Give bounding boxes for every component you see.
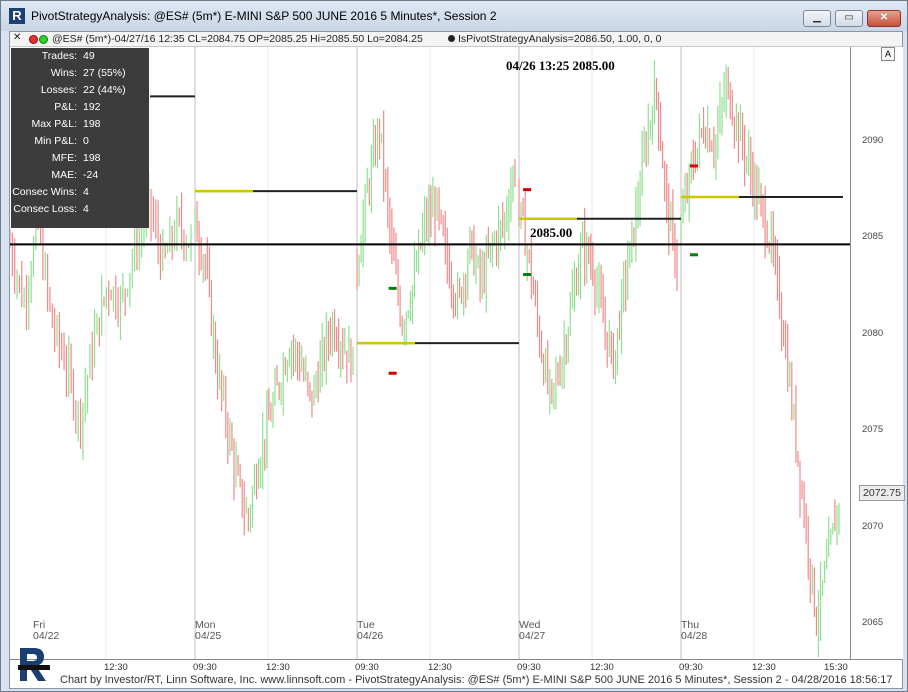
stat-label: Trades:	[41, 50, 77, 62]
footer-text: Chart by Investor/RT, Linn Software, Inc…	[60, 674, 893, 686]
minimize-button[interactable]: ▁	[803, 10, 831, 27]
stat-value: 4	[83, 203, 89, 215]
time-axis[interactable]: 12:30 09:30 12:30 09:30 12:30 09:30 12:3…	[10, 659, 902, 674]
stat-label: Consec Wins:	[12, 186, 77, 198]
sell-marker	[689, 164, 698, 168]
day-label-fri: Fri 04/22	[33, 620, 59, 642]
sell-marker	[388, 371, 397, 375]
buy-marker	[689, 253, 698, 257]
stat-value: 198	[83, 118, 101, 130]
day-name: Mon	[195, 619, 216, 631]
price-tick: 2075	[862, 424, 884, 435]
close-button[interactable]: ✕	[867, 10, 901, 27]
stat-label: Wins:	[50, 67, 77, 79]
chart-footer: Chart by Investor/RT, Linn Software, Inc…	[10, 673, 902, 688]
day-date: 04/27	[519, 630, 546, 642]
stat-label: P&L:	[54, 101, 77, 113]
stat-label: MFE:	[51, 152, 77, 164]
stat-row: Wins: 27 (55%)	[11, 65, 149, 82]
time-tick: 12:30	[266, 662, 290, 673]
current-price-label: 2072.75	[859, 485, 905, 501]
stat-row: Consec Loss: 4	[11, 201, 149, 218]
day-label-tue: Tue 04/26	[357, 620, 383, 642]
auto-scale-button[interactable]: A	[881, 47, 895, 61]
price-tick: 2080	[862, 328, 884, 339]
title-bar[interactable]: R PivotStrategyAnalysis: @ES# (5m*) E-MI…	[1, 1, 907, 31]
infobar-close-icon[interactable]: ✕	[13, 32, 22, 43]
day-name: Thu	[681, 619, 700, 631]
strategy-stats-panel: Trades: 49 Wins: 27 (55%) Losses: 22 (44%) P&L…	[11, 48, 149, 228]
time-tick: 09:30	[355, 662, 379, 673]
stat-label: Consec Loss:	[13, 203, 77, 215]
day-label-thu: Thu 04/28	[681, 620, 707, 642]
price-tick: 2065	[862, 617, 884, 628]
time-tick: 12:30	[590, 662, 614, 673]
day-date: 04/28	[681, 630, 708, 642]
indicator-text: IsPivotStrategyAnalysis=2086.50, 1.00, 0…	[458, 33, 662, 45]
time-tick: 15:30	[824, 662, 848, 673]
time-tick: 09:30	[679, 662, 703, 673]
time-tick: 12:30	[752, 662, 776, 673]
stat-row: P&L: 192	[11, 99, 149, 116]
stat-label: Min P&L:	[34, 135, 77, 147]
time-tick: 09:30	[193, 662, 217, 673]
stat-row: Losses: 22 (44%)	[11, 82, 149, 99]
crosshair-readout: 04/26 13:25 2085.00	[506, 58, 615, 73]
time-tick: 09:30	[517, 662, 541, 673]
stat-value: 0	[83, 135, 89, 147]
stat-value: 198	[83, 152, 101, 164]
stat-row: Consec Wins: 4	[11, 184, 149, 201]
stat-row: MAE: -24	[11, 167, 149, 184]
app-logo-icon: R	[9, 8, 25, 24]
day-date: 04/26	[357, 630, 384, 642]
price-chart[interactable]	[10, 47, 850, 659]
horizontal-line-label: 2085.00	[530, 225, 573, 240]
day-label-mon: Mon 04/25	[195, 620, 221, 642]
time-tick: 12:30	[104, 662, 128, 673]
window-title: PivotStrategyAnalysis: @ES# (5m*) E-MINI…	[31, 9, 497, 23]
price-tick: 2085	[862, 231, 884, 242]
stat-value: 192	[83, 101, 101, 113]
day-name: Tue	[357, 619, 375, 631]
price-tick: 2090	[862, 135, 884, 146]
stat-row: Max P&L: 198	[11, 116, 149, 133]
investor-rt-logo	[18, 648, 50, 681]
stat-value: 4	[83, 186, 89, 198]
day-date: 04/25	[195, 630, 222, 642]
time-tick: 12:30	[428, 662, 452, 673]
buy-marker	[523, 273, 532, 277]
stat-label: Max P&L:	[31, 118, 77, 130]
sell-marker	[523, 188, 532, 192]
price-axis[interactable]: A 2090 2085 2080 2075 2070 2065 2072.75	[850, 47, 905, 659]
chart-info-bar: ✕ @ES# (5m*)-04/27/16 12:35 CL=2084.75 O…	[10, 32, 902, 47]
day-name: Wed	[519, 619, 541, 631]
day-label-wed: Wed 04/27	[519, 620, 545, 642]
stat-label: MAE:	[51, 169, 77, 181]
day-name: Fri	[33, 619, 46, 631]
buy-marker	[388, 286, 397, 290]
stat-row: MFE: 198	[11, 150, 149, 167]
quote-text: @ES# (5m*)-04/27/16 12:35 CL=2084.75 OP=…	[52, 33, 423, 45]
stat-value: 27 (55%)	[83, 67, 126, 79]
price-tick: 2070	[862, 521, 884, 532]
chart-panel[interactable]: ✕ @ES# (5m*)-04/27/16 12:35 CL=2084.75 O…	[9, 31, 905, 689]
stat-row: Trades: 49	[11, 48, 149, 65]
maximize-button[interactable]: ▭	[835, 10, 863, 27]
stat-label: Losses:	[40, 84, 77, 96]
stat-value: 22 (44%)	[83, 84, 126, 96]
green-status-icon	[39, 35, 48, 44]
stat-value: -24	[83, 169, 99, 181]
stat-row: Min P&L: 0	[11, 133, 149, 150]
red-status-icon	[29, 35, 38, 44]
day-date: 04/22	[33, 630, 60, 642]
indicator-dot-icon	[448, 35, 455, 42]
stat-value: 49	[83, 50, 95, 62]
